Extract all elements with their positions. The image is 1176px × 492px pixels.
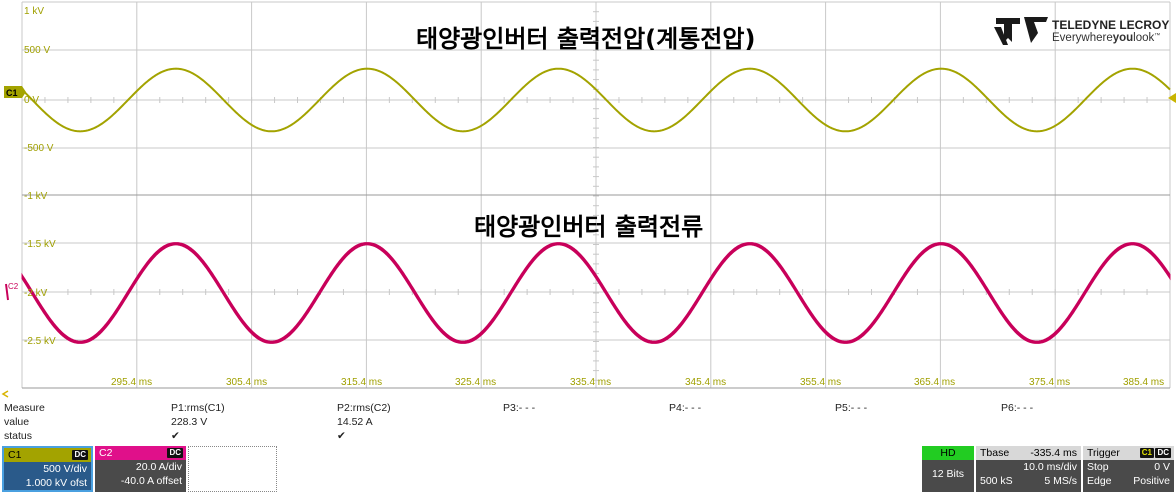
time-tick-label: 335.4 ms: [570, 377, 611, 388]
trigger-coupling-badge: DC: [1155, 448, 1171, 458]
time-tick-label: 375.4 ms: [1029, 377, 1070, 388]
c2-name: C2: [99, 447, 113, 459]
status-label: status: [4, 430, 33, 442]
trigger-level-marker[interactable]: [1168, 93, 1176, 103]
timebase-header: Tbase -335.4 ms: [976, 446, 1081, 460]
oscilloscope-display: 1 kV 500 V 0 V -500 V -1 kV -1.5 kV -2 k…: [1, 1, 1176, 398]
param-p6[interactable]: P6:- - -: [1001, 402, 1034, 414]
timebase-label: Tbase: [980, 447, 1010, 459]
p2-value: 14.52 A: [337, 416, 373, 428]
upper-scale-label: 500 V: [24, 45, 50, 56]
p1-status-check-icon: ✔: [171, 430, 180, 442]
time-tick-label: 295.4 ms: [111, 377, 152, 388]
time-tick-label: 315.4 ms: [341, 377, 382, 388]
c1-ground-marker[interactable]: C1: [4, 86, 26, 98]
trigger-mode: Stop: [1087, 461, 1109, 473]
p2-status-check-icon: ✔: [337, 430, 346, 442]
measure-value-row: value 228.3 V 14.52 A: [0, 415, 1176, 429]
logo-tagline: Everywhereyoulook™: [1052, 32, 1160, 44]
c2-current-trace: [21, 242, 1171, 344]
teledyne-lecroy-logo: TELEDYNE LECROY Everywhereyoulook™: [994, 17, 1169, 45]
c2-waveform: [21, 242, 1171, 344]
svg-text:C1: C1: [6, 88, 18, 98]
voltage-title: 태양광인버터 출력전압(계통전압): [416, 25, 755, 53]
measure-status-row: status ✔ ✔: [0, 429, 1176, 443]
trigger-header: Trigger C1 DC: [1083, 446, 1174, 460]
measure-header-row: Measure P1:rms(C1) P2:rms(C2) P3:- - - P…: [0, 401, 1176, 415]
time-tick-label: 385.4 ms: [1123, 377, 1164, 388]
c2-vdiv: 20.0 A/div: [135, 461, 182, 473]
c1-voltage-trace: [21, 67, 1171, 133]
trigger-label: Trigger: [1087, 447, 1120, 459]
lower-scale-label: -2 kV: [24, 288, 48, 299]
c1-offset: 1.000 kV ofst: [25, 477, 87, 489]
graticule: [21, 1, 1170, 389]
hd-descriptor-box[interactable]: HD 12 Bits: [922, 446, 974, 492]
lower-scale-label: -2.5 kV: [24, 336, 56, 347]
p1-value: 228.3 V: [171, 416, 208, 428]
lower-scale-label: -1.5 kV: [24, 239, 56, 250]
param-p4[interactable]: P4:- - -: [669, 402, 702, 414]
c2-coupling-badge: DC: [167, 448, 183, 458]
c2-ground-marker[interactable]: C2: [5, 282, 19, 301]
current-title: 태양광인버터 출력전류: [474, 213, 703, 241]
svg-text:C2: C2: [8, 282, 19, 291]
c1-descriptor-box[interactable]: C1 DC 500 V/div 1.000 kV ofst: [2, 446, 93, 492]
timebase-descriptor-box[interactable]: Tbase -335.4 ms 10.0 ms/div 500 kS 5 MS/…: [976, 446, 1081, 492]
measure-label: Measure: [4, 402, 45, 414]
trigger-type: Edge: [1087, 475, 1112, 487]
param-p5[interactable]: P5:- - -: [835, 402, 868, 414]
upper-scale-label: -1 kV: [24, 191, 48, 202]
trigger-delay-marker[interactable]: [1, 390, 9, 398]
c1-vdiv: 500 V/div: [43, 463, 87, 475]
param-p1[interactable]: P1:rms(C1): [171, 402, 225, 414]
empty-channel-slot[interactable]: [188, 446, 277, 492]
trigger-level: 0 V: [1154, 461, 1170, 473]
param-p2[interactable]: P2:rms(C2): [337, 402, 391, 414]
c2-descriptor-header: C2 DC: [95, 446, 186, 460]
c2-descriptor-box[interactable]: C2 DC 20.0 A/div -40.0 A offset: [95, 446, 186, 492]
hd-label: HD: [922, 446, 974, 460]
logo-brand-text: TELEDYNE LECROY: [1052, 18, 1169, 32]
timebase-samples: 500 kS: [980, 475, 1013, 487]
upper-scale-label: 1 kV: [24, 6, 44, 17]
timebase-delay: -335.4 ms: [1030, 447, 1077, 459]
c1-name: C1: [8, 449, 22, 461]
measure-table: Measure P1:rms(C1) P2:rms(C2) P3:- - - P…: [0, 401, 1176, 445]
upper-scale-label: -500 V: [24, 143, 54, 154]
trigger-descriptor-box[interactable]: Trigger C1 DC Stop 0 V Edge Positive: [1083, 446, 1174, 492]
c1-waveform: [21, 67, 1171, 133]
trigger-mode-row: Stop 0 V: [1083, 460, 1174, 474]
timebase-rate: 5 MS/s: [1044, 475, 1077, 487]
timebase-tdiv: 10.0 ms/div: [1023, 461, 1077, 473]
value-label: value: [4, 416, 30, 428]
trigger-type-row: Edge Positive: [1083, 474, 1174, 488]
time-tick-label: 345.4 ms: [685, 377, 726, 388]
bottom-descriptor-bar: C1 DC 500 V/div 1.000 kV ofst C2 DC 20.0…: [0, 446, 1176, 492]
hd-bits: 12 Bits: [931, 468, 965, 480]
trigger-source-badge: C1: [1139, 448, 1154, 458]
trigger-slope: Positive: [1133, 475, 1170, 487]
c1-coupling-badge: DC: [72, 450, 88, 460]
time-tick-label: 355.4 ms: [800, 377, 841, 388]
timebase-sample-row: 500 kS 5 MS/s: [976, 474, 1081, 488]
param-p3[interactable]: P3:- - -: [503, 402, 536, 414]
upper-scale-label: 0 V: [24, 95, 39, 106]
c2-offset: -40.0 A offset: [120, 475, 182, 487]
time-tick-label: 365.4 ms: [914, 377, 955, 388]
time-tick-label: 305.4 ms: [226, 377, 267, 388]
c1-descriptor-header: C1 DC: [4, 448, 91, 462]
time-tick-label: 325.4 ms: [455, 377, 496, 388]
